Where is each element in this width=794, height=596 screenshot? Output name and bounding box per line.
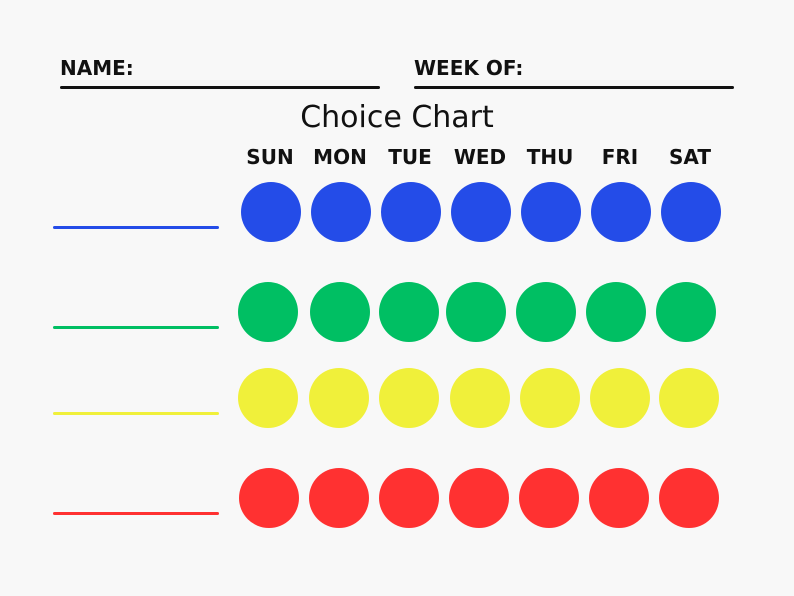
chart-title: Choice Chart <box>300 100 494 135</box>
dot-red-sun[interactable] <box>239 468 299 528</box>
day-label-fri: FRI <box>601 145 639 169</box>
dot-green-wed[interactable] <box>446 282 506 342</box>
dot-red-sat[interactable] <box>659 468 719 528</box>
dot-blue-thu[interactable] <box>521 182 581 242</box>
dot-yellow-fri[interactable] <box>590 368 650 428</box>
day-label-thu: THU <box>526 145 574 169</box>
dot-red-mon[interactable] <box>309 468 369 528</box>
choice-line-yellow <box>53 412 219 415</box>
dot-red-tue[interactable] <box>379 468 439 528</box>
dot-green-thu[interactable] <box>516 282 576 342</box>
dot-yellow-thu[interactable] <box>520 368 580 428</box>
dot-red-wed[interactable] <box>449 468 509 528</box>
dot-blue-sun[interactable] <box>241 182 301 242</box>
choice-line-green <box>53 326 219 329</box>
week-of-line <box>414 86 734 89</box>
day-label-tue: TUE <box>388 145 432 169</box>
name-line <box>60 86 380 89</box>
dot-green-sun[interactable] <box>238 282 298 342</box>
dot-yellow-tue[interactable] <box>379 368 439 428</box>
dot-yellow-sun[interactable] <box>238 368 298 428</box>
dot-blue-tue[interactable] <box>381 182 441 242</box>
day-label-wed: WED <box>453 145 507 169</box>
dot-green-mon[interactable] <box>310 282 370 342</box>
dot-yellow-sat[interactable] <box>659 368 719 428</box>
day-label-sat: SAT <box>669 145 711 169</box>
dot-yellow-wed[interactable] <box>450 368 510 428</box>
day-label-sun: SUN <box>246 145 294 169</box>
dot-yellow-mon[interactable] <box>309 368 369 428</box>
week-of-label: WEEK OF: <box>414 56 524 80</box>
dot-red-fri[interactable] <box>589 468 649 528</box>
dot-green-fri[interactable] <box>586 282 646 342</box>
choice-line-blue <box>53 226 219 229</box>
dot-blue-fri[interactable] <box>591 182 651 242</box>
dot-green-sat[interactable] <box>656 282 716 342</box>
dot-blue-wed[interactable] <box>451 182 511 242</box>
dot-blue-mon[interactable] <box>311 182 371 242</box>
name-label: NAME: <box>60 56 134 80</box>
dot-red-thu[interactable] <box>519 468 579 528</box>
dot-blue-sat[interactable] <box>661 182 721 242</box>
choice-line-red <box>53 512 219 515</box>
day-label-mon: MON <box>313 145 367 169</box>
dot-green-tue[interactable] <box>379 282 439 342</box>
